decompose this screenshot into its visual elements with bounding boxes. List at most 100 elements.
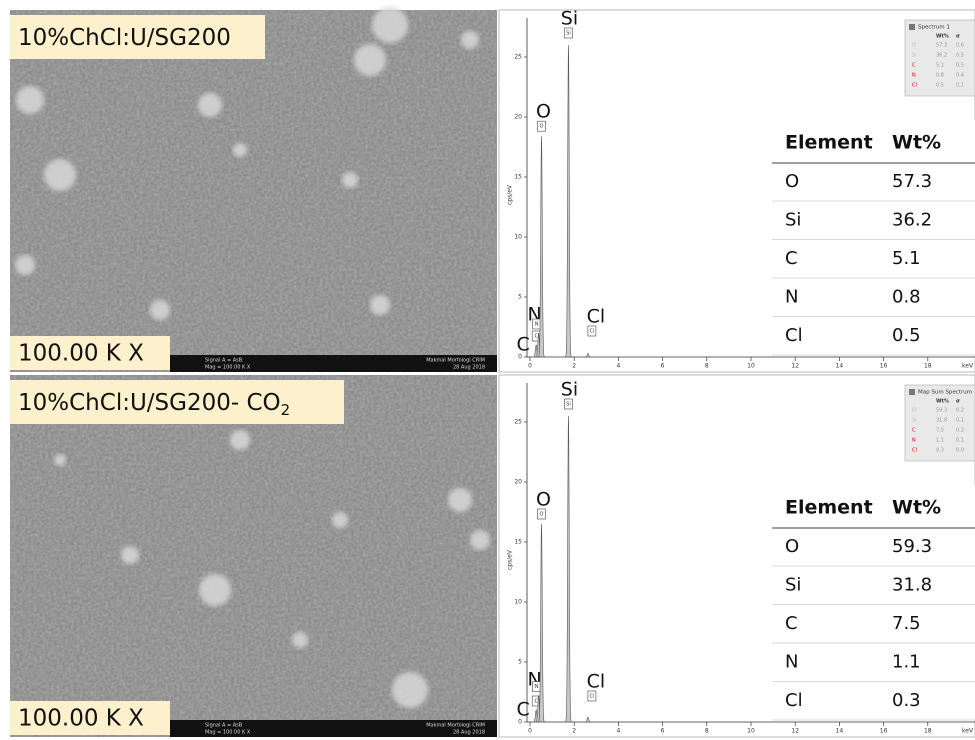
legend-cell: Cl <box>912 83 917 89</box>
legend-header: Wt% <box>936 34 949 40</box>
table-header: Element <box>785 497 873 519</box>
legend-header: σ <box>956 34 960 40</box>
x-tick-label: 0 <box>528 363 532 370</box>
legend-cell: Cl <box>912 448 917 454</box>
x-tick-label: 14 <box>836 363 844 370</box>
legend-cell: O <box>912 43 916 49</box>
legend-cell: 0.1 <box>956 438 964 444</box>
y-tick-label: 20 <box>514 114 522 121</box>
table-cell: 36.2 <box>892 210 932 231</box>
sem-particle <box>342 172 358 188</box>
table-cell: O <box>785 171 799 192</box>
y-tick-label: 20 <box>514 479 522 486</box>
legend-cell: O <box>912 408 916 414</box>
legend-cell: 31.8 <box>936 418 947 424</box>
sem-particle <box>470 530 490 550</box>
legend-cell: 0.2 <box>956 428 964 434</box>
table-header: Element <box>785 132 873 154</box>
x-tick-label: 4 <box>616 363 620 370</box>
table-cell: N <box>785 652 798 673</box>
sem-label: 10%ChCl:U/SG200- CO2 <box>18 390 290 419</box>
peak-label: Si <box>561 8 578 30</box>
table-header: Wt% <box>892 132 941 154</box>
legend-cell: C <box>912 63 916 69</box>
legend-cell: 0.5 <box>956 63 964 69</box>
legend-header: Wt% <box>936 399 949 405</box>
sem-footer-text: Mag = 100.00 K X <box>205 730 251 736</box>
sem-particle <box>370 295 390 315</box>
peak-tag: Cl <box>589 329 594 335</box>
x-tick-label: 6 <box>661 363 665 370</box>
sem-particle <box>392 672 428 708</box>
peak-tag: N <box>535 322 539 328</box>
sem-particle <box>448 488 472 512</box>
peak-tag: O <box>540 124 544 130</box>
figure: Signal A = AsBMag = 100.00 K XMakmal Mor… <box>0 0 975 740</box>
peak-label: Cl <box>587 671 606 693</box>
sem-particle <box>292 632 308 648</box>
table-cell: 57.3 <box>892 171 932 192</box>
legend-cell: 0.3 <box>936 448 944 454</box>
legend-cell: 0.2 <box>956 408 964 414</box>
y-axis-label: cps/eV <box>507 184 514 205</box>
sem-footer-text: Makmal Morfologi CRIM <box>426 358 485 364</box>
peak-label: C <box>517 699 530 721</box>
x-tick-label: 8 <box>705 728 709 735</box>
legend-cell: 36.2 <box>936 53 947 59</box>
legend-cell: N <box>912 438 916 444</box>
sem-particle <box>354 44 386 76</box>
legend-title: Spectrum 1 <box>918 25 950 31</box>
legend-cell: 0.8 <box>936 73 944 79</box>
table-cell: 7.5 <box>892 613 921 634</box>
legend-cell: 1.1 <box>936 438 944 444</box>
table-cell: O <box>785 536 799 557</box>
y-tick-label: 25 <box>514 54 522 61</box>
y-tick-label: 15 <box>514 539 522 546</box>
legend-cell: 59.3 <box>936 408 947 414</box>
sem-footer-text: Mag = 100.00 K X <box>205 365 251 371</box>
x-unit-label: keV <box>962 728 974 735</box>
x-unit-label: keV <box>962 363 974 370</box>
sem-particle <box>15 255 35 275</box>
x-tick-label: 0 <box>528 728 532 735</box>
peak-label: C <box>517 334 530 356</box>
table-cell: Si <box>785 210 801 231</box>
sem-particle <box>54 454 66 466</box>
sem-footer-text: 28 Aug 2018 <box>453 365 485 371</box>
x-tick-label: 4 <box>616 728 620 735</box>
sem-label-text: 10%ChCl:U/SG200 <box>18 25 231 51</box>
sem-label: 10%ChCl:U/SG200 <box>18 25 231 51</box>
sem-particle <box>44 159 76 191</box>
sem-particle <box>121 546 139 564</box>
y-tick-label: 15 <box>514 174 522 181</box>
y-tick-label: 10 <box>514 234 522 241</box>
y-tick-label: 5 <box>518 294 522 301</box>
sem-particle <box>461 31 479 49</box>
peak-label: O <box>536 101 551 123</box>
legend-cell: 0.1 <box>956 418 964 424</box>
table-cell: 5.1 <box>892 248 921 269</box>
peak-label: Cl <box>587 306 606 328</box>
legend-cell: Si <box>912 53 917 59</box>
sem-particle <box>332 512 348 528</box>
peak-tag: O <box>540 512 544 518</box>
x-tick-label: 6 <box>661 728 665 735</box>
table-bg <box>772 120 975 356</box>
legend-cell: Si <box>912 418 917 424</box>
legend-cell: 0.5 <box>936 83 944 89</box>
sem-particle <box>233 143 247 157</box>
magnification-label: 100.00 K X <box>18 706 144 732</box>
sem-footer-text: Signal A = AsB <box>205 358 243 364</box>
sem-particle <box>230 430 250 450</box>
table-cell: 0.3 <box>892 690 921 711</box>
sem-label-subscript: 2 <box>281 401 291 419</box>
table-cell: Cl <box>785 325 803 346</box>
table-cell: 59.3 <box>892 536 932 557</box>
legend-swatch <box>909 389 915 395</box>
x-tick-label: 14 <box>836 728 844 735</box>
x-tick-label: 2 <box>572 363 576 370</box>
table-cell: Cl <box>785 690 803 711</box>
magnification-label: 100.00 K X <box>18 341 144 367</box>
table-bg <box>772 485 975 721</box>
legend-cell: 7.5 <box>936 428 944 434</box>
